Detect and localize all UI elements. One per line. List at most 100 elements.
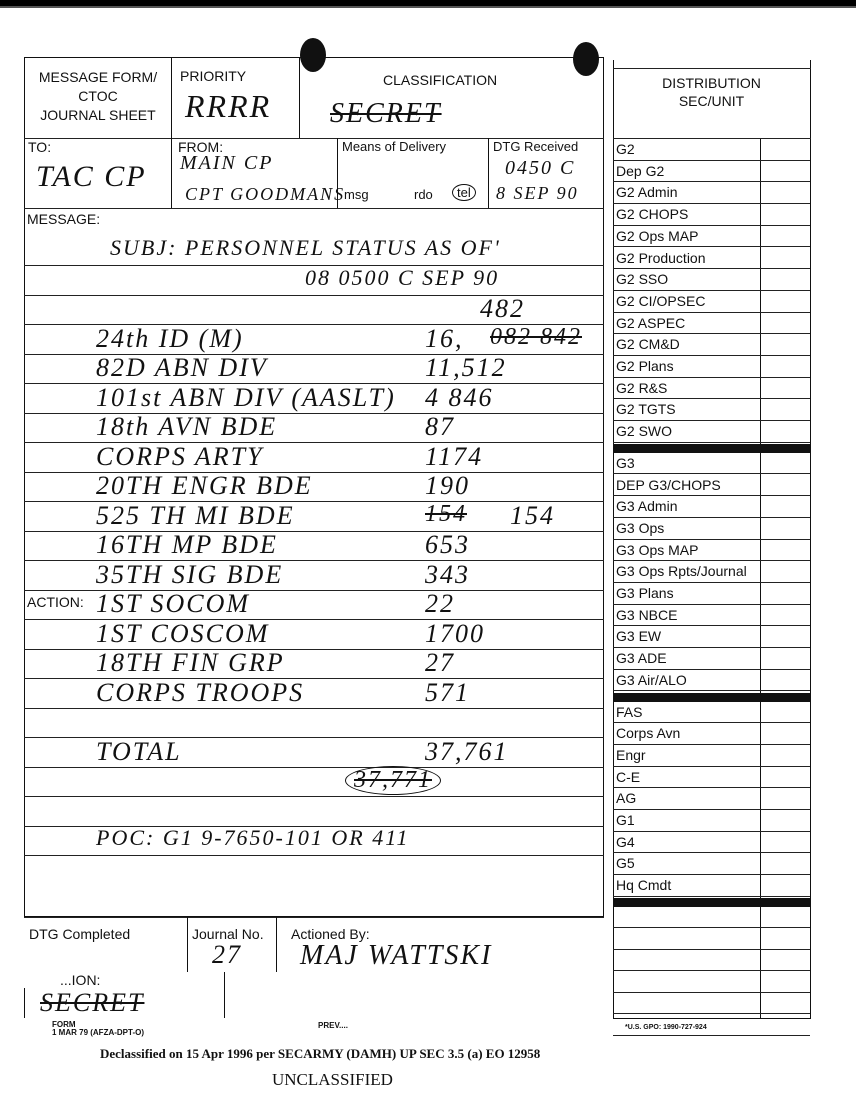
distribution-title: DISTRIBUTION SEC/UNIT [662, 75, 761, 109]
distribution-row: G3 Ops Rpts/Journal [613, 561, 810, 583]
punch-hole [300, 38, 326, 72]
message-line-label: 1ST COSCOM [96, 618, 270, 648]
message-rule [24, 678, 604, 679]
message-line-value: 08 0500 C SEP 90 [305, 264, 500, 290]
message-rule [24, 294, 604, 296]
distribution-label: G3 Ops [616, 519, 665, 536]
distribution-label: G2 [616, 141, 635, 157]
message-line-label: 1ST SOCOM [96, 589, 251, 618]
message-line-value: 37,761 [425, 736, 509, 766]
means-rdo[interactable]: rdo [414, 187, 433, 202]
message-line-value: 22 [425, 589, 455, 618]
distribution-label: G3 Plans [616, 585, 674, 601]
distribution-row: G2 Ops MAP [613, 226, 810, 248]
distribution-row: G2 ASPEC [613, 313, 810, 335]
message-rule [24, 855, 604, 856]
distribution-label: G3 Admin [616, 498, 678, 515]
message-line-value: 154 [510, 500, 555, 530]
message-line-value: 11,512 [425, 353, 507, 382]
distribution-row: G2 TGTS [613, 399, 810, 422]
distribution-row: G3 Plans [613, 583, 810, 605]
distribution-row: G3 Ops MAP [613, 540, 810, 562]
message-rule [24, 560, 604, 561]
punch-hole [573, 42, 599, 76]
message-rule [24, 501, 604, 502]
message-rule [24, 825, 604, 827]
distribution-row: DEP G3/CHOPS [613, 475, 810, 497]
distribution-label: G3 NBCE [616, 606, 678, 623]
message-line-value: 1174 [425, 441, 484, 471]
distribution-label: G2 Plans [616, 358, 674, 374]
message-rule [24, 589, 604, 591]
distribution-row: G2 R&S [613, 378, 810, 400]
distribution-row: G2 SWO [613, 421, 810, 443]
distribution-label: G3 Ops Rpts/Journal [616, 563, 747, 580]
classification-label: CLASSIFICATION [383, 72, 498, 88]
message-line-label: SUBJ: PERSONNEL STATUS AS OF' [110, 235, 501, 260]
distribution-label: G3 ADE [616, 650, 667, 667]
message-rule [24, 707, 604, 709]
distribution-row: G3 [613, 453, 810, 475]
distribution-label: G3 Ops MAP [616, 541, 699, 558]
distribution-label: Corps Avn [616, 725, 681, 742]
declassified-stamp: Declassified on 15 Apr 1996 per SECARMY … [100, 1046, 541, 1061]
to-label: TO: [28, 139, 52, 155]
distribution-label: G2 ASPEC [616, 314, 686, 331]
action-label: ACTION: [27, 594, 84, 610]
classification-footer-value: SECRET [40, 988, 145, 1017]
message-rule [24, 796, 604, 797]
message-line-label: 82D ABN DIV [96, 353, 268, 382]
section-divider [613, 897, 810, 907]
message-line-label: POC: G1 9-7650-101 OR 411 [96, 825, 410, 850]
distribution-label: G3 [616, 454, 635, 471]
dtg-received-date: 8 SEP 90 [496, 183, 579, 203]
from-line1: MAIN CP [180, 152, 274, 174]
dtg-received-label: DTG Received [493, 139, 579, 154]
distribution-label: C-E [616, 768, 641, 785]
means-msg[interactable]: msg [344, 187, 369, 202]
journal-no-value: 27 [212, 940, 242, 969]
classification-footer-label: ...ION: [60, 972, 101, 988]
message-line-label: 20TH ENGR BDE [96, 471, 313, 500]
distribution-row: G3 Ops [613, 518, 810, 540]
distribution-row: FAS [613, 702, 810, 724]
distribution-row: Dep G2 [613, 161, 810, 183]
message-struck-value: 37,771 [345, 766, 441, 795]
distribution-label: Dep G2 [616, 162, 665, 179]
distribution-row: G2 CHOPS [613, 204, 810, 226]
distribution-label: G2 CM&D [616, 336, 680, 353]
distribution-label: G5 [616, 855, 635, 872]
message-rule [24, 383, 604, 384]
message-line-value: 343 [425, 559, 470, 589]
distribution-row: C-E [613, 767, 810, 789]
form-title: MESSAGE FORM/ CTOC JOURNAL SHEET [38, 69, 158, 123]
distribution-label: G2 CHOPS [616, 206, 689, 223]
distribution-label: G2 CI/OPSEC [616, 292, 706, 309]
means-tel-selected[interactable]: tel [452, 184, 476, 201]
distribution-label: DEP G3/CHOPS [616, 476, 721, 493]
message-line-value: 4 846 [425, 382, 494, 412]
priority-label: PRIORITY [180, 68, 247, 84]
message-line-label: CORPS TROOPS [96, 677, 305, 707]
message-rule [24, 442, 604, 443]
unclassified-stamp: UNCLASSIFIED [272, 1070, 393, 1089]
distribution-row: Hq Cmdt [613, 875, 810, 897]
message-struck-value: 082 842 [490, 323, 582, 350]
message-rule [24, 530, 604, 532]
actioned-by-label: Actioned By: [291, 926, 370, 942]
distribution-row: G1 [613, 810, 810, 832]
distribution-row: G2 SSO [613, 269, 810, 291]
message-line-value: 16, [425, 323, 464, 353]
distribution-row: G3 EW [613, 626, 810, 649]
distribution-row: AG [613, 788, 810, 810]
distribution-label: AG [616, 790, 637, 807]
message-line-label: 35TH SIG BDE [96, 559, 284, 589]
message-line-label: 18TH FIN GRP [96, 648, 285, 677]
message-form [24, 57, 604, 917]
distribution-row: G2 CM&D [613, 334, 810, 356]
message-rule [24, 353, 604, 355]
prev-edition-note: PREV.... [318, 1021, 348, 1030]
form-number: FORM 1 MAR 79 (AFZA-DPT-O) [52, 1020, 144, 1037]
message-line-value: 571 [425, 677, 470, 707]
message-line-value: 87 [425, 412, 455, 441]
